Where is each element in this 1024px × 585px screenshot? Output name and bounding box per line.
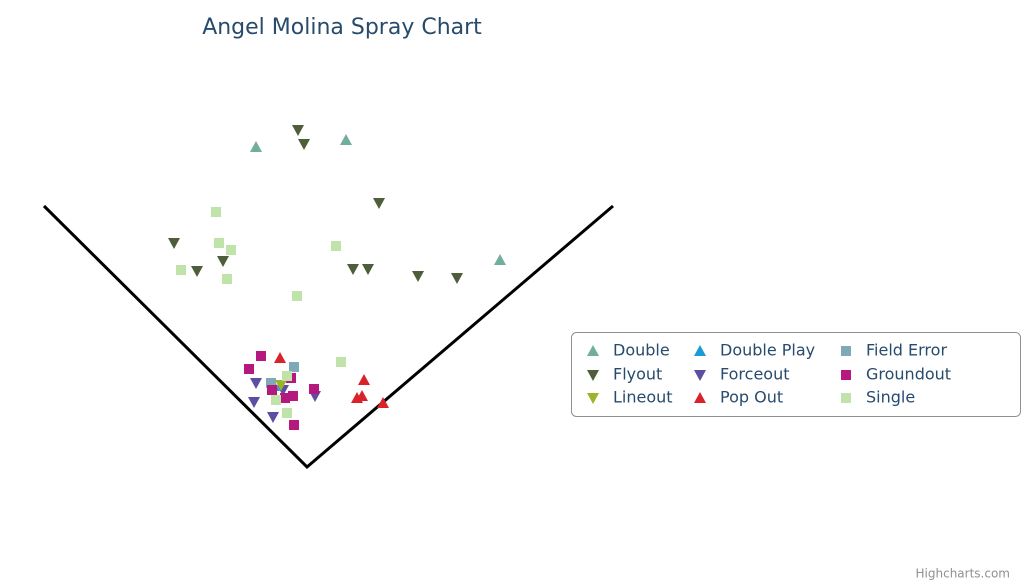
legend-label: Double Play (720, 341, 815, 360)
point (292, 125, 304, 136)
point (176, 265, 186, 275)
point (356, 390, 368, 401)
point (289, 362, 299, 372)
point (282, 371, 292, 381)
legend-label: Forceout (720, 365, 790, 384)
legend-label: Lineout (613, 388, 673, 407)
point (214, 238, 224, 248)
legend-label: Field Error (866, 341, 947, 360)
chart-title: Angel Molina Spray Chart (202, 15, 482, 40)
point (309, 384, 319, 394)
point (267, 385, 277, 395)
point (191, 266, 203, 277)
point (271, 395, 281, 405)
legend-box (571, 332, 1021, 417)
legend-symbol (841, 346, 851, 356)
point (211, 207, 221, 217)
point (274, 352, 286, 363)
point (412, 271, 424, 282)
point (248, 397, 260, 408)
point (282, 408, 292, 418)
point (250, 141, 262, 152)
legend-symbol (694, 370, 706, 381)
point (250, 378, 262, 389)
foul-lines (42, 204, 614, 470)
legend-symbol (841, 393, 851, 403)
credits[interactable]: Highcharts.com (916, 567, 1010, 581)
point (217, 256, 229, 267)
point (494, 254, 506, 265)
point (336, 357, 346, 367)
point (373, 198, 385, 209)
point (267, 412, 279, 423)
point (347, 264, 359, 275)
legend-label: Flyout (613, 365, 662, 384)
point (358, 374, 370, 385)
point (362, 264, 374, 275)
point (226, 245, 236, 255)
point (298, 139, 310, 150)
legend-symbol (694, 392, 706, 403)
point (292, 291, 302, 301)
legend-symbol (694, 345, 706, 356)
legend-symbol (587, 370, 599, 381)
legend-label: Pop Out (720, 388, 783, 407)
point (289, 420, 299, 430)
legend-symbol (587, 393, 599, 404)
legend-label: Groundout (866, 365, 951, 384)
point (377, 397, 389, 408)
point (280, 393, 290, 403)
point (275, 380, 287, 391)
point (340, 134, 352, 145)
legend-symbol (587, 345, 599, 356)
legend-label: Double (613, 341, 670, 360)
point (244, 364, 254, 374)
point (451, 273, 463, 284)
point (288, 391, 298, 401)
point (222, 274, 232, 284)
legend-symbol (841, 370, 851, 380)
point (168, 238, 180, 249)
legend-label: Single (866, 388, 915, 407)
point (256, 351, 266, 361)
point (331, 241, 341, 251)
